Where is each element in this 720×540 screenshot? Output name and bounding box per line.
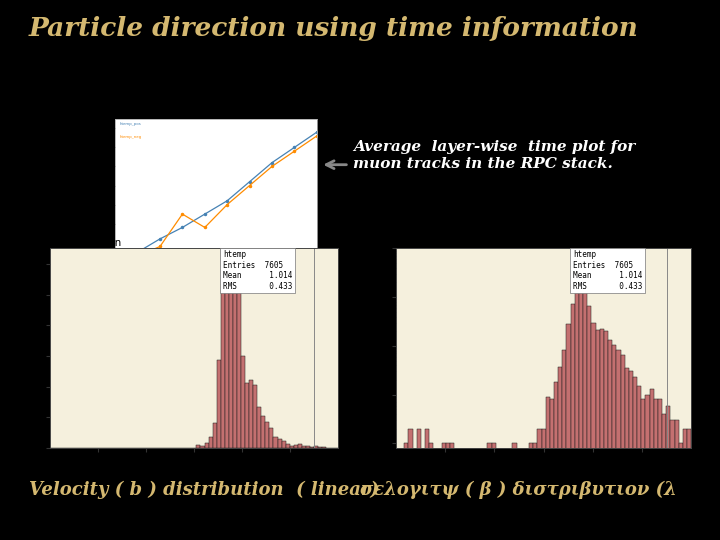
Bar <box>318 447 322 448</box>
Y-axis label: Mean time: Mean time <box>99 187 104 213</box>
Bar <box>289 446 294 448</box>
Bar <box>675 420 679 540</box>
Bar <box>322 447 326 448</box>
Bar <box>567 323 571 540</box>
Text: β Distribution: β Distribution <box>50 238 122 248</box>
Bar <box>282 441 286 448</box>
Bar <box>405 443 408 540</box>
Bar <box>417 429 421 540</box>
Bar <box>249 380 253 448</box>
Bar <box>269 428 274 448</box>
Bar <box>645 395 649 540</box>
Bar <box>654 400 658 540</box>
Bar <box>608 340 612 540</box>
Bar <box>241 356 245 448</box>
Y-axis label: Counts: Counts <box>357 331 367 366</box>
Bar <box>225 20 229 448</box>
Bar <box>616 349 621 540</box>
Bar <box>546 397 550 540</box>
Bar <box>197 446 200 448</box>
Text: σελογιτψ ( β ) διστριβυτιον (λ: σελογιτψ ( β ) διστριβυτιον (λ <box>360 481 677 499</box>
Bar <box>425 429 429 540</box>
Bar <box>562 350 567 540</box>
Bar <box>266 422 269 448</box>
Y-axis label: Counts: Counts <box>12 331 22 366</box>
Bar <box>245 383 249 448</box>
Bar <box>408 429 413 540</box>
Bar <box>537 429 541 540</box>
Bar <box>277 439 282 448</box>
Bar <box>579 286 583 540</box>
Bar <box>541 429 546 540</box>
X-axis label: Layer: Layer <box>209 292 223 296</box>
Bar <box>294 445 298 448</box>
Bar <box>204 443 209 448</box>
Bar <box>534 443 537 540</box>
Bar <box>633 377 637 540</box>
Bar <box>558 367 562 540</box>
Bar <box>604 330 608 540</box>
Bar <box>600 329 604 540</box>
Bar <box>670 420 675 540</box>
Bar <box>642 400 645 540</box>
Text: htemp
Entries  7605
Mean      1.014
RMS       0.433: htemp Entries 7605 Mean 1.014 RMS 0.433 <box>573 251 642 291</box>
Bar <box>221 225 225 448</box>
Bar <box>687 429 691 540</box>
Text: Particle direction using time information: Particle direction using time informatio… <box>29 16 639 41</box>
Bar <box>261 416 266 448</box>
Bar <box>554 382 558 540</box>
Bar <box>591 323 595 540</box>
Bar <box>683 429 687 540</box>
Bar <box>621 355 625 540</box>
Bar <box>583 292 588 540</box>
Bar <box>629 372 633 540</box>
Bar <box>429 443 433 540</box>
Bar <box>662 414 666 540</box>
Bar <box>550 400 554 540</box>
Bar <box>298 444 302 448</box>
Bar <box>679 443 683 540</box>
Bar <box>212 423 217 448</box>
Bar <box>229 0 233 448</box>
FancyArrowPatch shape <box>326 161 346 168</box>
Bar <box>575 290 579 540</box>
Text: htemp
Entries  7605
Mean      1.014
RMS       0.433: htemp Entries 7605 Mean 1.014 RMS 0.433 <box>223 251 292 291</box>
X-axis label: β: β <box>540 468 547 477</box>
Bar <box>217 360 221 448</box>
Bar <box>200 446 204 448</box>
Bar <box>257 407 261 448</box>
Bar <box>442 443 446 540</box>
Bar <box>310 447 314 448</box>
Bar <box>306 446 310 448</box>
Bar <box>595 330 600 540</box>
Bar <box>658 400 662 540</box>
Bar <box>588 306 591 540</box>
Text: htemp_pos: htemp_pos <box>120 122 141 126</box>
Bar <box>237 247 241 448</box>
Bar <box>274 437 277 448</box>
Bar <box>666 406 670 540</box>
Bar <box>446 443 450 540</box>
Bar <box>314 447 318 448</box>
X-axis label: β: β <box>191 468 198 477</box>
Text: β Distribution: β Distribution <box>396 238 467 248</box>
Bar <box>529 443 534 540</box>
Bar <box>253 385 257 448</box>
Bar <box>612 345 616 540</box>
Bar <box>649 389 654 540</box>
Text: Velocity ( b ) distribution  ( linear): Velocity ( b ) distribution ( linear) <box>29 481 379 499</box>
Text: Average  layer-wise  time plot for
muon tracks in the RPC stack.: Average layer-wise time plot for muon tr… <box>353 140 635 171</box>
Bar <box>487 443 492 540</box>
Bar <box>302 446 306 448</box>
Bar <box>637 386 642 540</box>
Text: htemp_neg: htemp_neg <box>120 135 141 139</box>
Bar <box>571 304 575 540</box>
Bar <box>286 443 289 448</box>
Bar <box>209 437 212 448</box>
Bar <box>625 368 629 540</box>
Bar <box>233 51 237 448</box>
Bar <box>492 443 496 540</box>
Bar <box>513 443 516 540</box>
Bar <box>450 443 454 540</box>
